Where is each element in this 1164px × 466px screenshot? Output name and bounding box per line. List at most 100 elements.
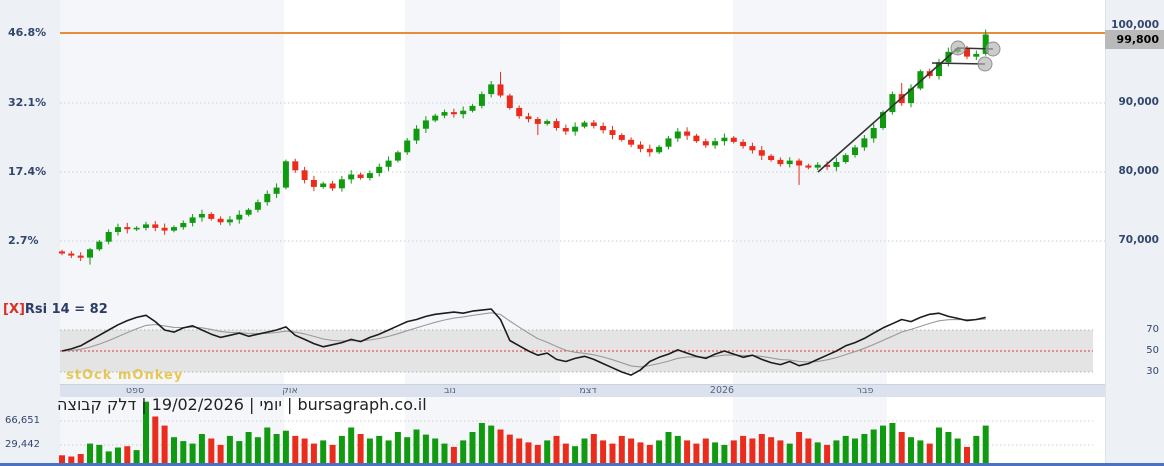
candle-body bbox=[936, 62, 942, 77]
volume-bar bbox=[404, 437, 411, 463]
candle-body bbox=[404, 140, 411, 153]
volume-bar bbox=[964, 446, 970, 463]
volume-bar bbox=[982, 425, 989, 463]
candle-body bbox=[721, 137, 728, 142]
volume-bar bbox=[161, 425, 168, 463]
candle-body bbox=[758, 150, 765, 156]
volume-bar bbox=[226, 435, 233, 463]
candle-body bbox=[824, 164, 831, 167]
chart-footer-text: יומי | 19/02/2026 | דלק קבוצה | bursagra… bbox=[57, 395, 427, 414]
candle-body bbox=[198, 214, 205, 218]
candle-body bbox=[665, 138, 672, 147]
candle-body bbox=[590, 122, 597, 126]
right-axis-strip bbox=[1105, 0, 1164, 463]
volume-bar bbox=[478, 423, 485, 463]
volume-bar bbox=[152, 416, 159, 463]
candle-body bbox=[730, 137, 737, 142]
percent-tick-label: 17.4% bbox=[8, 165, 47, 178]
candle-body bbox=[628, 139, 635, 145]
percent-tick-label: 46.8% bbox=[8, 26, 47, 39]
volume-bar bbox=[833, 440, 840, 463]
volume-bar bbox=[544, 440, 551, 463]
rsi-tick-label: 30 bbox=[1146, 366, 1159, 377]
volume-bar bbox=[805, 438, 812, 463]
trend-line-drawing[interactable] bbox=[931, 62, 986, 65]
candle-body bbox=[460, 110, 467, 115]
candle-body bbox=[422, 120, 429, 129]
candle-body bbox=[656, 146, 663, 153]
drawing-handle[interactable] bbox=[985, 41, 1001, 57]
volume-bar bbox=[721, 444, 728, 463]
candle-body bbox=[115, 227, 121, 232]
volume-bar bbox=[870, 429, 877, 463]
candle-body bbox=[637, 144, 644, 149]
candle-body bbox=[740, 141, 747, 147]
candle-body bbox=[861, 138, 868, 148]
volume-bar bbox=[917, 440, 924, 463]
volume-bar bbox=[115, 447, 121, 463]
volume-bar bbox=[525, 442, 532, 463]
volume-bar bbox=[562, 443, 569, 463]
volume-bar bbox=[516, 438, 523, 463]
candle-body bbox=[684, 131, 691, 136]
volume-bar bbox=[198, 434, 205, 463]
candle-body bbox=[749, 146, 756, 151]
candle-body bbox=[516, 107, 523, 117]
volume-bar bbox=[889, 423, 896, 463]
volume-bar bbox=[656, 440, 663, 463]
bottom-blue-bar bbox=[0, 463, 1164, 466]
indicator-close-button[interactable]: [X] bbox=[3, 302, 25, 317]
candle-body bbox=[59, 251, 65, 254]
candle-body bbox=[786, 160, 793, 165]
time-tick-label: אוק bbox=[282, 385, 298, 396]
time-axis-bar: ספט אוק נוב דצמ 2026 פבר bbox=[60, 384, 1105, 397]
candle-body bbox=[152, 224, 159, 228]
volume-bar bbox=[665, 432, 672, 463]
time-tick-label: 2026 bbox=[709, 385, 735, 396]
candle-body bbox=[77, 255, 84, 258]
candle-body bbox=[329, 183, 336, 189]
trend-line-drawing[interactable] bbox=[817, 47, 959, 173]
candle-body bbox=[674, 131, 681, 139]
volume-tick-label: 66,651 bbox=[5, 415, 40, 426]
rsi-indicator-label: [X]Rsi 14 = 82 bbox=[3, 302, 108, 317]
volume-bar bbox=[254, 437, 261, 463]
volume-tick-label: 29,442 bbox=[5, 439, 40, 450]
volume-bar bbox=[618, 435, 625, 463]
volume-bar bbox=[702, 438, 709, 463]
watermark: stOck mOnkey bbox=[66, 368, 184, 383]
candle-body bbox=[310, 180, 317, 187]
candle-body bbox=[245, 209, 252, 215]
candle-body bbox=[525, 116, 532, 120]
volume-bar bbox=[264, 427, 271, 463]
volume-bar bbox=[143, 401, 149, 463]
drawing-handle[interactable] bbox=[950, 40, 966, 56]
volume-bar bbox=[413, 429, 420, 463]
volume-bar bbox=[553, 435, 560, 463]
candle-body bbox=[469, 105, 476, 111]
last-price-badge: 99,800 bbox=[1105, 30, 1164, 49]
candle-body bbox=[208, 214, 215, 219]
volume-bar bbox=[842, 435, 849, 463]
volume-bar bbox=[534, 444, 541, 463]
candle-body bbox=[357, 174, 364, 178]
volume-bar bbox=[59, 455, 65, 463]
candle-body bbox=[338, 179, 345, 189]
volume-bar bbox=[740, 435, 747, 463]
candle-body bbox=[609, 130, 616, 135]
volume-bar bbox=[357, 434, 364, 463]
volume-bar bbox=[320, 440, 327, 463]
volume-bar bbox=[758, 434, 765, 463]
volume-bar bbox=[77, 454, 84, 463]
volume-bar bbox=[301, 438, 308, 463]
volume-bar bbox=[730, 440, 737, 463]
left-axis-strip bbox=[0, 0, 60, 463]
candle-body bbox=[693, 135, 700, 142]
volume-bar bbox=[450, 446, 457, 463]
candle-body bbox=[124, 227, 131, 230]
price-tick-label: 80,000 bbox=[1118, 165, 1159, 177]
drawing-handle[interactable] bbox=[977, 56, 993, 72]
volume-bar bbox=[133, 450, 140, 463]
